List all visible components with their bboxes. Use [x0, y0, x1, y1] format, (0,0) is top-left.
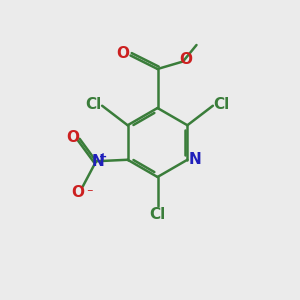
- Text: +: +: [99, 152, 107, 162]
- Text: O: O: [67, 130, 80, 145]
- Text: O: O: [179, 52, 192, 67]
- Text: ⁻: ⁻: [86, 187, 92, 200]
- Text: N: N: [91, 154, 104, 169]
- Text: O: O: [72, 185, 85, 200]
- Text: O: O: [116, 46, 130, 62]
- Text: Cl: Cl: [149, 207, 166, 222]
- Text: N: N: [189, 152, 202, 166]
- Text: Cl: Cl: [213, 97, 230, 112]
- Text: Cl: Cl: [85, 97, 102, 112]
